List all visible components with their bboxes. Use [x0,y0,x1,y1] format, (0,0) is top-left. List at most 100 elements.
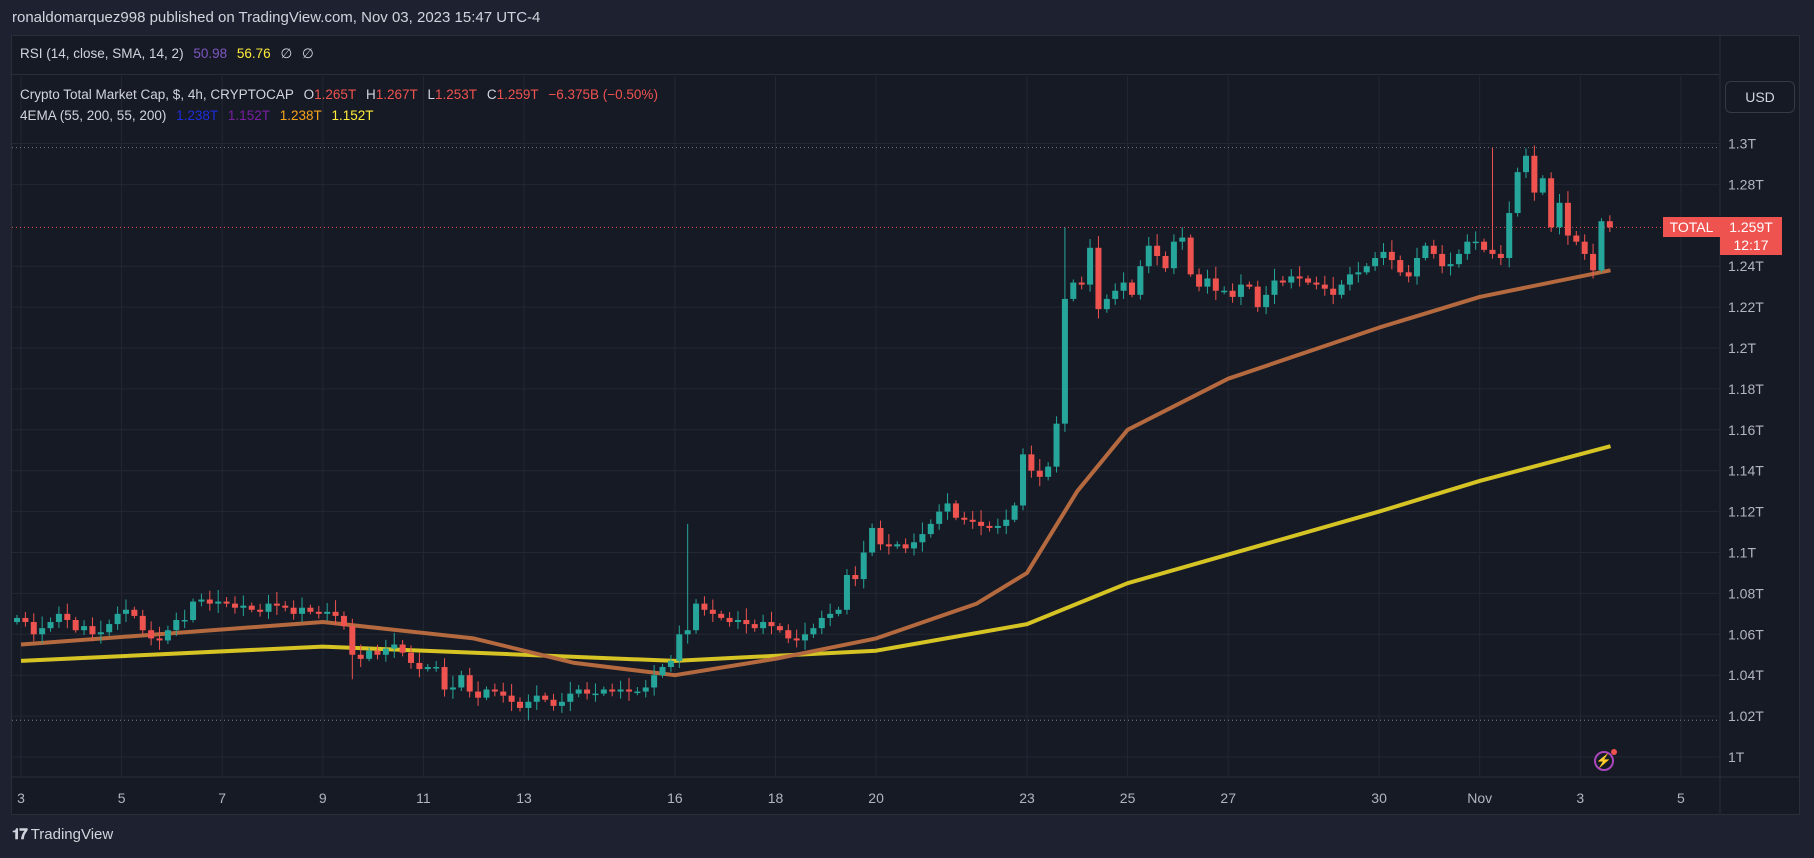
candle-down [248,602,255,613]
candle-body [1573,235,1580,242]
candle-body [1137,266,1144,295]
candle-down [1548,172,1555,233]
candle-up [1414,247,1421,285]
candle-body [14,617,20,623]
candle-up [558,692,565,713]
ema-legend[interactable]: 4EMA (55, 200, 55, 200) 1.238T 1.152T 1.… [20,108,380,123]
candle-body [768,622,775,627]
candle-down [1028,445,1035,478]
candle-down [139,609,146,635]
time-axis-label: 20 [868,790,884,806]
high-label: H [365,87,376,102]
candle-body [1606,221,1613,228]
candle-up [1372,252,1379,271]
candle-up [525,694,532,721]
candle-body [273,603,280,606]
candle-body [164,630,171,641]
candle-body [1355,272,1362,275]
candle-body [1187,237,1194,275]
candle-body [1497,253,1504,259]
candle-up [994,518,1001,534]
candle-body [734,619,741,623]
candle-body [1556,202,1563,228]
candle-up [39,616,46,644]
candle-down [952,500,959,521]
candle-body [265,603,272,612]
candle-up [936,504,943,530]
candle-up [1271,268,1278,305]
low-label: L [427,87,436,102]
candle-up [1120,272,1127,299]
candle-down [1481,238,1488,253]
time-axis-label: 11 [416,790,431,806]
candle-body [994,525,1001,528]
candle-up [1103,294,1110,313]
candle-body [475,691,482,698]
candle-body [424,667,431,670]
candle-down [1196,268,1203,292]
candle-down [986,521,993,532]
candle-body [1078,282,1085,285]
candle-up [1355,262,1362,283]
candle-body [802,634,809,641]
candle-body [877,527,884,545]
candle-down [416,652,423,678]
candle-up [1087,239,1094,292]
candle-body [1204,278,1211,287]
candle-body [625,689,632,692]
rsi-legend[interactable]: RSI (14, close, SMA, 14, 2) 50.98 56.76 … [20,46,320,62]
candle-body [1514,172,1521,214]
candle-body [1531,155,1538,193]
candle-up [1061,227,1068,432]
candle-down [156,626,163,650]
candle-body [106,624,113,633]
candle-up [391,632,398,658]
candle-body [290,607,297,614]
candle-body [282,605,289,608]
candle-up [1514,167,1521,217]
candle-up [114,606,121,630]
price-axis-label: 1.02T [1728,708,1764,724]
rsi-pane[interactable] [11,35,1719,75]
candle-body [458,675,465,688]
candle-body [131,609,138,616]
candle-up [1179,227,1186,250]
price-axis-label: 1.14T [1728,463,1764,479]
candle-up [382,639,389,662]
candle-down [1229,283,1236,303]
candle-down [357,644,364,668]
candle-countdown: 12:17 [1733,237,1769,253]
candle-down [625,677,632,701]
candle-down [961,511,968,525]
candle-body [1455,253,1462,265]
candle-body [1229,290,1236,297]
currency-button[interactable]: USD [1725,81,1795,113]
candle-up [1447,252,1454,276]
candle-up [1472,231,1479,250]
candle-body [508,695,515,702]
candle-body [718,613,725,618]
candle-body [1061,298,1068,424]
candle-up [181,609,188,629]
candle-body [952,503,959,518]
symbol-legend[interactable]: Crypto Total Market Cap, $, 4h, CRYPTOCA… [20,87,664,102]
candle-down [223,597,230,608]
candle-body [743,619,750,625]
candle-body [483,689,490,698]
lightning-icon[interactable]: ⚡ [1594,751,1614,771]
candle-body [307,607,314,612]
candle-body [1179,237,1186,242]
time-axis-label: 18 [768,790,784,806]
candle-down [701,596,708,616]
candle-up [1221,286,1228,295]
candle-up [684,523,691,644]
candle-up [1506,201,1513,268]
candle-down [1095,236,1102,319]
candle-down [793,629,800,648]
candle-body [206,599,213,604]
chart-panel[interactable] [11,35,1800,815]
candle-body [1145,245,1152,267]
publish-info: ronaldomarquez998 published on TradingVi… [12,9,541,26]
candle-body [1590,253,1597,271]
